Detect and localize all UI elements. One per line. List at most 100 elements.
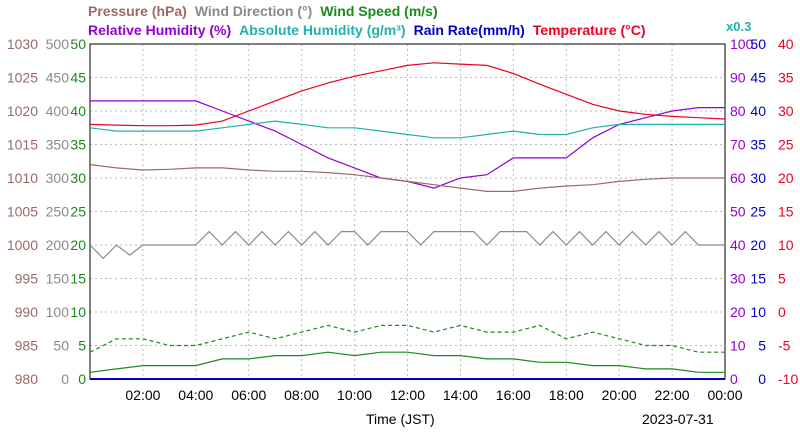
y-tick-rain-rate: 35 (750, 137, 766, 153)
y-tick-temperature: 25 (778, 137, 794, 153)
y-tick-wind-direction: 350 (46, 137, 70, 153)
chart-date: 2023-07-31 (642, 411, 714, 427)
y-tick-pressure: 1030 (7, 36, 38, 52)
y-tick-wind-speed: 25 (70, 204, 86, 220)
y-tick-wind-speed: 15 (70, 271, 86, 287)
y-tick-rain-rate: 45 (750, 70, 766, 86)
y-tick-relative-humidity: 90 (730, 70, 746, 86)
chart-header: Pressure (hPa) Wind Direction (°) Wind Spe… (88, 3, 751, 38)
y-tick-rain-rate: 20 (750, 237, 766, 253)
y-tick-wind-direction: 450 (46, 70, 70, 86)
y-tick-wind-direction: 50 (53, 338, 69, 354)
header-row1-item-2: Wind Speed (m/s) (320, 3, 437, 19)
header-row1-item-0: Pressure (hPa) (88, 3, 187, 19)
y-tick-wind-speed: 20 (70, 237, 86, 253)
series-line-wind-direction (89, 230, 725, 260)
x-tick-label: 08:00 (284, 387, 319, 403)
y-tick-temperature: 15 (778, 204, 794, 220)
y-tick-wind-speed: 5 (78, 338, 86, 354)
multiplier-label: x0.3 (726, 19, 751, 34)
y-tick-temperature: 40 (778, 36, 794, 52)
y-tick-rain-rate: 25 (750, 204, 766, 220)
y-tick-rain-rate: 10 (750, 304, 766, 320)
grid (89, 43, 726, 380)
y-tick-wind-speed: 50 (70, 36, 86, 52)
y-tick-rain-rate: 30 (750, 170, 766, 186)
x-tick-label: 16:00 (496, 387, 531, 403)
y-tick-temperature: 20 (778, 170, 794, 186)
y-tick-rain-rate: 5 (758, 338, 766, 354)
y-tick-pressure: 985 (15, 338, 39, 354)
y-tick-rain-rate: 50 (750, 36, 766, 52)
svg-text:Pressure (hPa)Wind Direction (: Pressure (hPa) Wind Direction (°) Wind Spe… (88, 3, 438, 19)
y-tick-relative-humidity: 50 (730, 204, 746, 220)
y-tick-wind-speed: 30 (70, 170, 86, 186)
y-tick-temperature: 35 (778, 70, 794, 86)
y-tick-wind-direction: 500 (46, 36, 70, 52)
y-axes: 9809859909951000100510101015102010251030… (7, 36, 799, 387)
x-tick-label: 10:00 (337, 387, 372, 403)
y-tick-relative-humidity: 40 (730, 237, 746, 253)
y-tick-temperature: 10 (778, 237, 794, 253)
y-tick-pressure: 1000 (7, 237, 38, 253)
y-tick-wind-direction: 100 (46, 304, 70, 320)
x-axis: 02:00 04:00 06:00 08:00 10:00 12:00 14:00 16:00… (125, 387, 742, 403)
y-tick-relative-humidity: 10 (730, 338, 746, 354)
y-tick-pressure: 990 (15, 304, 39, 320)
y-tick-wind-direction: 150 (46, 271, 70, 287)
header-row2-item-2: Rain Rate(mm/h) (414, 22, 525, 38)
x-tick-label: 18:00 (549, 387, 584, 403)
x-tick-label: 14:00 (443, 387, 478, 403)
series-line-wind-speed-m-s-max (89, 324, 725, 353)
y-tick-wind-direction: 400 (46, 103, 70, 119)
x-tick-label: 06:00 (231, 387, 266, 403)
y-tick-temperature: 30 (778, 103, 794, 119)
y-tick-wind-direction: 200 (46, 237, 70, 253)
y-tick-pressure: 980 (15, 371, 39, 387)
y-tick-wind-speed: 45 (70, 70, 86, 86)
y-tick-wind-speed: 10 (70, 304, 86, 320)
y-tick-pressure: 1020 (7, 103, 38, 119)
y-tick-relative-humidity: 20 (730, 304, 746, 320)
y-tick-wind-speed: 35 (70, 137, 86, 153)
y-tick-wind-direction: 300 (46, 170, 70, 186)
header-row2-item-0: Relative Humidity (%) (88, 22, 231, 38)
series-line-temperature-c (89, 62, 726, 127)
y-tick-relative-humidity: 0 (730, 371, 738, 387)
y-tick-relative-humidity: 100 (730, 36, 754, 52)
series-line-wind-speed-m-s-mean (89, 351, 725, 373)
y-tick-wind-direction: 250 (46, 204, 70, 220)
y-tick-pressure: 995 (15, 271, 39, 287)
x-tick-label: 02:00 (125, 387, 160, 403)
x-tick-label: 12:00 (390, 387, 425, 403)
y-tick-wind-direction: 0 (61, 371, 69, 387)
y-tick-relative-humidity: 30 (730, 271, 746, 287)
header-row1-item-1: Wind Direction (°) (195, 3, 312, 19)
y-tick-temperature: 5 (778, 271, 786, 287)
y-tick-relative-humidity: 70 (730, 137, 746, 153)
series-line-pressure-hpa (89, 164, 725, 192)
y-tick-temperature: -10 (778, 371, 798, 387)
y-tick-wind-speed: 40 (70, 103, 86, 119)
y-tick-pressure: 1010 (7, 170, 38, 186)
y-tick-rain-rate: 0 (758, 371, 766, 387)
y-tick-pressure: 1005 (7, 204, 38, 220)
y-tick-rain-rate: 40 (750, 103, 766, 119)
y-tick-relative-humidity: 80 (730, 103, 746, 119)
x-axis-label: Time (JST) (366, 411, 435, 427)
header-row2-item-3: Temperature (°C) (533, 22, 646, 38)
y-tick-pressure: 1025 (7, 70, 38, 86)
x-tick-label: 20:00 (602, 387, 637, 403)
header-row2-item-1: Absolute Humidity (g/m³) (239, 22, 405, 38)
x-tick-label: 00:00 (707, 387, 742, 403)
x-tick-label: 22:00 (655, 387, 690, 403)
y-tick-rain-rate: 15 (750, 271, 766, 287)
y-tick-wind-speed: 0 (78, 371, 86, 387)
y-tick-temperature: -5 (778, 338, 791, 354)
y-tick-relative-humidity: 60 (730, 170, 746, 186)
series-line-absolute-humidity-g-m (89, 120, 725, 139)
y-tick-pressure: 1015 (7, 137, 38, 153)
y-tick-temperature: 0 (778, 304, 786, 320)
